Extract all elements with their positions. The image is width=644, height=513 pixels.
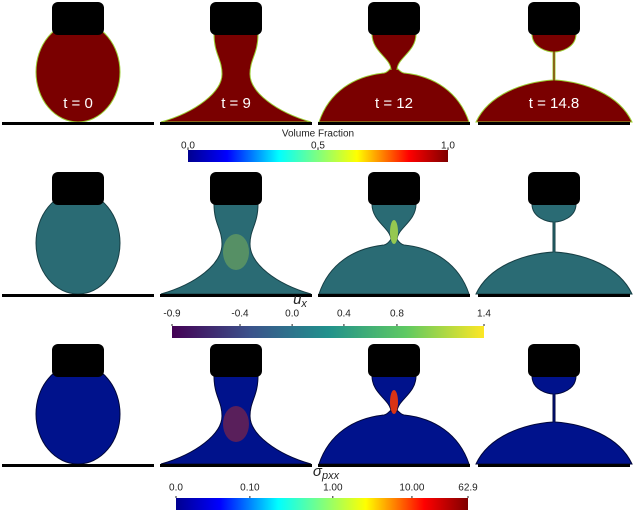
substrate: [478, 464, 630, 467]
substrate: [2, 464, 154, 467]
colorbar-title: σpxx: [313, 463, 340, 482]
nozzle: [528, 344, 580, 377]
colorbar-tick-label: 0.0: [181, 141, 195, 152]
title-subscript: x: [300, 298, 307, 310]
colorbar-tick-label: 0.4: [337, 309, 351, 320]
nozzle: [210, 344, 262, 377]
colorbar-tick-label: 62.9: [458, 483, 478, 494]
colorbar: [176, 498, 468, 510]
title-symbol: σ: [313, 463, 323, 480]
neck-highlight: [390, 390, 398, 414]
colorbar-tick-label: 0.8: [390, 309, 404, 320]
colorbar: [172, 326, 484, 338]
time-label: t = 12: [375, 95, 413, 112]
colorbar-tick-label: 1.4: [477, 309, 491, 320]
droplet: [475, 33, 633, 123]
colorbar-tick-label: 0.0: [169, 483, 183, 494]
colorbar: [188, 150, 448, 162]
colorbar-tick-label: -0.9: [163, 309, 181, 320]
substrate: [478, 294, 630, 297]
colorbar-title: Volume Fraction: [282, 129, 354, 140]
substrate: [318, 294, 470, 297]
substrate: [318, 464, 470, 467]
nozzle: [368, 2, 420, 35]
neck-highlight: [223, 406, 249, 442]
droplet: [475, 375, 633, 465]
droplet: [318, 375, 470, 465]
substrate: [160, 294, 312, 297]
nozzle: [210, 172, 262, 205]
substrate: [160, 122, 312, 125]
nozzle: [52, 2, 104, 35]
substrate: [2, 122, 154, 125]
nozzle: [368, 172, 420, 205]
nozzle: [528, 2, 580, 35]
substrate: [478, 122, 630, 125]
colorbar-tick-label: 10.00: [399, 483, 424, 494]
droplet: [35, 363, 121, 465]
colorbar-tick-label: 0.5: [311, 141, 325, 152]
time-label: t = 0: [63, 95, 93, 112]
nozzle: [52, 172, 104, 205]
colorbar-tick-label: 1.00: [323, 483, 343, 494]
title-symbol: u: [293, 291, 302, 308]
colorbar-tick-label: 0.10: [240, 483, 260, 494]
neck-highlight: [223, 234, 249, 270]
colorbar-tick-label: 0.0: [285, 309, 299, 320]
substrate: [160, 464, 312, 467]
nozzle: [52, 344, 104, 377]
droplet: [318, 203, 470, 295]
colorbar-tick-label: 1.0: [441, 141, 455, 152]
droplet: [35, 191, 121, 295]
substrate: [2, 294, 154, 297]
colorbar-title: ux: [293, 291, 307, 310]
nozzle: [528, 172, 580, 205]
time-label: t = 9: [221, 95, 251, 112]
title-subscript: pxx: [321, 470, 340, 482]
nozzle: [368, 344, 420, 377]
colorbar-tick-label: -0.4: [231, 309, 249, 320]
nozzle: [210, 2, 262, 35]
substrate: [318, 122, 470, 125]
neck-highlight: [390, 220, 398, 244]
time-label: t = 14.8: [529, 95, 579, 112]
droplet: [475, 203, 633, 295]
